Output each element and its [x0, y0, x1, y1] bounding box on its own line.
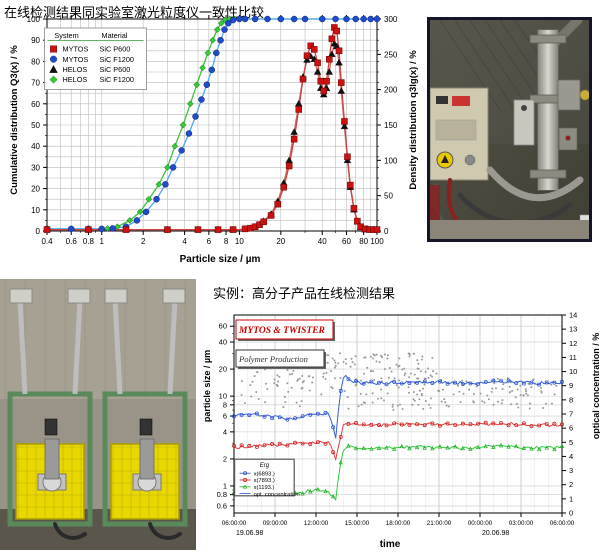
svg-text:0: 0: [36, 227, 41, 236]
svg-text:14: 14: [569, 311, 577, 320]
svg-text:4: 4: [569, 452, 573, 461]
svg-text:20: 20: [219, 365, 227, 374]
svg-text:30: 30: [31, 163, 40, 172]
svg-text:19.06.98: 19.06.98: [236, 530, 263, 537]
svg-text:4: 4: [223, 427, 227, 436]
svg-text:80: 80: [31, 57, 40, 66]
svg-text:100: 100: [27, 15, 41, 24]
svg-text:Erg: Erg: [260, 463, 270, 469]
svg-text:0.8: 0.8: [83, 237, 95, 246]
svg-text:Polymer Production: Polymer Production: [238, 354, 308, 364]
svg-text:300: 300: [384, 15, 398, 24]
svg-text:opt. concentration: opt. concentration: [254, 492, 300, 498]
svg-text:5: 5: [569, 438, 573, 447]
svg-text:70: 70: [31, 79, 40, 88]
svg-text:200: 200: [384, 86, 398, 95]
svg-text:Material: Material: [102, 31, 128, 40]
svg-text:40: 40: [31, 142, 40, 151]
svg-text:20: 20: [31, 185, 40, 194]
svg-text:09:00:00: 09:00:00: [263, 520, 288, 527]
svg-text:40: 40: [219, 338, 227, 347]
svg-text:10: 10: [235, 237, 244, 246]
svg-text:0.4: 0.4: [41, 237, 53, 246]
svg-text:SiC P600: SiC P600: [100, 65, 131, 74]
svg-text:0: 0: [569, 509, 573, 518]
svg-text:20.06.98: 20.06.98: [482, 530, 509, 537]
svg-text:1: 1: [569, 494, 573, 503]
svg-text:03:00:00: 03:00:00: [509, 520, 534, 527]
svg-text:20: 20: [276, 237, 285, 246]
svg-text:6: 6: [223, 412, 227, 421]
svg-text:50: 50: [31, 121, 40, 130]
svg-text:06:00:00: 06:00:00: [222, 520, 247, 527]
svg-text:15:00:00: 15:00:00: [345, 520, 370, 527]
svg-text:100: 100: [384, 156, 398, 165]
svg-text:80: 80: [359, 237, 368, 246]
svg-text:60: 60: [31, 100, 40, 109]
svg-text:50: 50: [384, 192, 393, 201]
svg-text:100: 100: [370, 237, 384, 246]
svg-text:60: 60: [219, 322, 227, 331]
svg-text:10: 10: [31, 206, 40, 215]
svg-text:00:00:00: 00:00:00: [468, 520, 493, 527]
svg-text:4: 4: [182, 237, 187, 246]
svg-text:11: 11: [569, 353, 577, 362]
svg-text:x(1193.): x(1193.): [254, 485, 275, 491]
svg-text:06:00:00: 06:00:00: [550, 520, 575, 527]
svg-text:13: 13: [569, 325, 577, 334]
svg-text:MYTOS: MYTOS: [63, 55, 89, 64]
svg-text:SiC F1200: SiC F1200: [100, 55, 134, 64]
svg-text:40: 40: [318, 237, 327, 246]
svg-text:MYTOS & TWISTER: MYTOS & TWISTER: [238, 326, 325, 336]
svg-text:x(7893.): x(7893.): [254, 478, 275, 484]
svg-text:x(6893.): x(6893.): [254, 471, 275, 477]
svg-text:6: 6: [207, 237, 212, 246]
svg-text:10: 10: [219, 392, 227, 401]
svg-text:0.6: 0.6: [66, 237, 78, 246]
svg-text:1: 1: [223, 481, 227, 490]
svg-text:SiC P600: SiC P600: [100, 45, 131, 54]
svg-text:0.6: 0.6: [217, 501, 227, 510]
svg-text:1: 1: [100, 237, 105, 246]
svg-text:0.8: 0.8: [217, 490, 227, 499]
svg-text:250: 250: [384, 50, 398, 59]
svg-text:21:00:00: 21:00:00: [427, 520, 452, 527]
svg-text:12: 12: [569, 339, 577, 348]
svg-text:MYTOS: MYTOS: [63, 45, 89, 54]
svg-text:60: 60: [342, 237, 351, 246]
svg-text:0: 0: [384, 227, 389, 236]
svg-text:HELOS: HELOS: [63, 65, 88, 74]
svg-text:9: 9: [569, 381, 573, 390]
svg-text:2: 2: [223, 454, 227, 463]
svg-text:2: 2: [141, 237, 146, 246]
svg-text:7: 7: [569, 410, 573, 419]
svg-text:2: 2: [569, 480, 573, 489]
svg-text:8: 8: [569, 395, 573, 404]
svg-text:150: 150: [384, 121, 398, 130]
svg-text:10: 10: [569, 367, 577, 376]
svg-text:System: System: [54, 31, 78, 40]
svg-text:HELOS: HELOS: [63, 75, 88, 84]
svg-text:6: 6: [569, 424, 573, 433]
svg-text:SiC F1200: SiC F1200: [100, 75, 134, 84]
svg-text:3: 3: [569, 466, 573, 475]
svg-text:12:00:00: 12:00:00: [304, 520, 329, 527]
svg-text:18:00:00: 18:00:00: [386, 520, 411, 527]
svg-text:90: 90: [31, 36, 40, 45]
svg-text:8: 8: [224, 237, 229, 246]
svg-text:8: 8: [223, 400, 227, 409]
